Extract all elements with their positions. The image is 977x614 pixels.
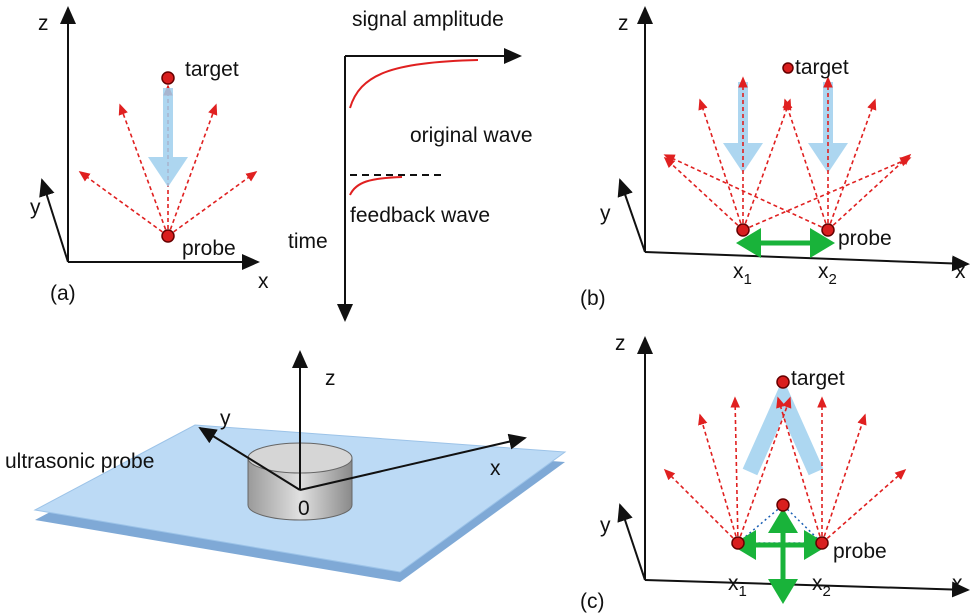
- label-label: ultrasonic probe: [5, 450, 154, 473]
- path-shape: [750, 398, 816, 472]
- y-axis-label: signal amplitude: [352, 8, 504, 31]
- circle-shape: [777, 499, 789, 511]
- label-label: (b): [580, 287, 606, 310]
- line-shape: [42, 180, 68, 262]
- path-shape: [120, 105, 168, 236]
- probe-label: probe: [833, 540, 887, 563]
- path-shape: [350, 60, 478, 108]
- sub-label: 2: [829, 271, 837, 288]
- probe-label: probe: [182, 237, 236, 260]
- panel-c: z y x target probe x1 x2 (c): [580, 332, 968, 613]
- path-shape: [785, 100, 828, 230]
- origin-label: 0: [298, 497, 310, 520]
- path-shape: [700, 415, 738, 543]
- circle-shape: [783, 63, 793, 73]
- sub-label: 2: [823, 583, 831, 600]
- base-label: x: [818, 260, 829, 283]
- target-label: target: [791, 367, 845, 390]
- text-shape: x2: [812, 572, 831, 600]
- base-label: x: [733, 260, 744, 283]
- line-shape: [645, 252, 968, 264]
- path-shape: [168, 105, 216, 236]
- path-shape: [735, 398, 738, 543]
- y-label: y: [30, 196, 41, 219]
- x-label: x: [258, 270, 269, 293]
- label-label: (a): [50, 282, 76, 305]
- probe-3d: z y x 0 ultrasonic probe: [5, 352, 565, 582]
- line-shape: [620, 180, 645, 252]
- panel-a: z y x target probe (a): [30, 8, 269, 305]
- line-shape: [645, 580, 968, 590]
- sub-label: 1: [739, 583, 747, 600]
- feedback-label: feedback wave: [350, 204, 490, 227]
- circle-shape: [816, 537, 828, 549]
- path-shape: [743, 158, 910, 230]
- path-shape: [743, 100, 790, 230]
- circle-shape: [732, 537, 744, 549]
- z-label: z: [618, 12, 629, 35]
- label-label: (c): [580, 590, 605, 613]
- x-label: x: [955, 260, 966, 283]
- z-label: z: [38, 12, 49, 35]
- x-axis-label: time: [288, 230, 328, 253]
- text-shape: x2: [818, 260, 837, 288]
- path-shape: [350, 177, 402, 195]
- target-label: target: [185, 58, 239, 81]
- path-shape: [828, 100, 875, 230]
- path-shape: [828, 155, 910, 230]
- circle-shape: [162, 230, 174, 242]
- path-shape: [168, 172, 256, 236]
- y-label: y: [600, 202, 611, 225]
- circle-shape: [822, 224, 834, 236]
- text-shape: x1: [728, 572, 747, 600]
- y-label: y: [220, 407, 231, 430]
- z-label: z: [325, 367, 336, 390]
- text-shape: x1: [733, 260, 752, 288]
- base-label: x: [728, 572, 739, 595]
- sub-label: 1: [744, 271, 752, 288]
- circle-shape: [777, 376, 789, 388]
- z-label: z: [615, 332, 626, 355]
- signal-plot: signal amplitude original wave feedback …: [288, 8, 533, 320]
- figure: z y x target probe (a) signal amplitude …: [0, 0, 977, 614]
- x-label: x: [490, 457, 501, 480]
- target-label: target: [795, 56, 849, 79]
- line-shape: [620, 505, 645, 580]
- path-shape: [665, 155, 828, 230]
- original-label: original wave: [410, 124, 533, 147]
- base-label: x: [812, 572, 823, 595]
- circle-shape: [737, 224, 749, 236]
- panel-b: z y x target probe x1 x2 (b): [580, 8, 968, 310]
- path-shape: [80, 172, 168, 236]
- circle-shape: [162, 72, 174, 84]
- x-label: x: [952, 572, 963, 595]
- y-label: y: [600, 514, 611, 537]
- probe-label: probe: [838, 227, 892, 250]
